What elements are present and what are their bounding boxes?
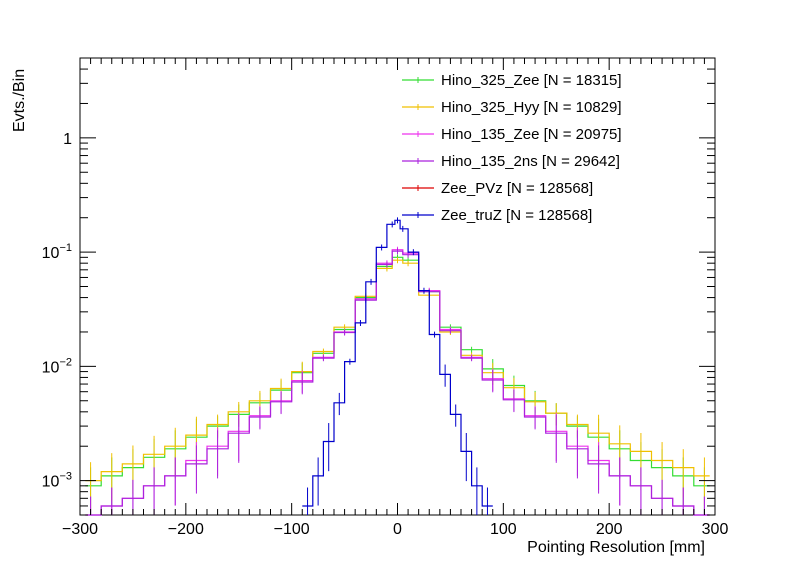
legend-label: Hino_135_2ns [N = 29642]: [441, 153, 620, 170]
y-tick-exponent: −3: [59, 471, 72, 483]
series-2: [85, 246, 710, 516]
legend-label: Hino_325_Zee [N = 18315]: [441, 72, 622, 89]
y-tick-label: 1: [63, 131, 72, 148]
x-tick-label: −200: [168, 521, 204, 538]
legend-item: Hino_135_2ns [N = 29642]: [402, 153, 620, 170]
series-line: [85, 250, 710, 516]
legend-label: Zee_truZ [N = 128568]: [441, 207, 592, 224]
y-tick-label: 10−3: [42, 471, 72, 491]
y-tick-label: 10−1: [42, 242, 72, 262]
y-axis-title: Evts./Bin: [11, 69, 28, 132]
y-tick-base: 10: [42, 474, 60, 491]
series-5: [302, 217, 493, 515]
legend-item: Hino_135_Zee [N = 20975]: [402, 126, 622, 143]
series-line: [85, 259, 710, 482]
legend-label: Hino_135_Zee [N = 20975]: [441, 126, 622, 143]
y-tick-exponent: −2: [59, 356, 72, 368]
y-tick-label: 10−2: [42, 356, 72, 376]
x-tick-label: 200: [596, 521, 623, 538]
x-tick-label: −300: [62, 521, 98, 538]
series-line: [85, 256, 710, 487]
x-tick-label: 300: [702, 521, 729, 538]
y-tick-base: 10: [42, 245, 60, 262]
x-tick-label: −100: [274, 521, 310, 538]
y-tick-base: 10: [42, 359, 60, 376]
x-tick-label: 100: [490, 521, 517, 538]
series-3: [85, 248, 710, 516]
legend-label: Zee_PVz [N = 128568]: [441, 180, 593, 197]
series-line: [85, 249, 710, 516]
y-tick-exponent: −1: [59, 242, 72, 254]
legend: Hino_325_Zee [N = 18315] Hino_325_Hyy [N …: [402, 72, 622, 224]
series-1: [85, 257, 710, 511]
legend-item: Hino_325_Zee [N = 18315]: [402, 72, 622, 89]
legend-item: Zee_PVz [N = 128568]: [402, 180, 593, 197]
legend-item: Hino_325_Hyy [N = 10829]: [402, 99, 622, 116]
legend-item: Zee_truZ [N = 128568]: [402, 207, 592, 224]
x-axis-title: Pointing Resolution [mm]: [527, 539, 705, 556]
x-tick-label: 0: [393, 521, 402, 538]
series-layer: [85, 217, 710, 516]
legend-label: Hino_325_Hyy [N = 10829]: [441, 99, 622, 116]
